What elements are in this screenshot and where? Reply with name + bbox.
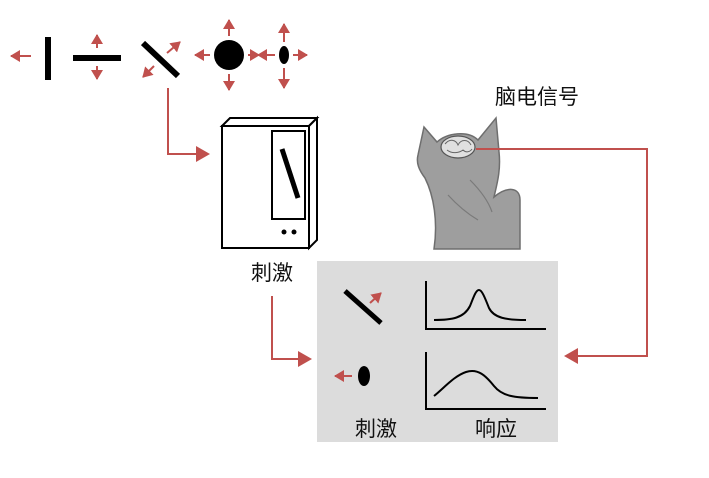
results-panel — [317, 261, 558, 442]
response-curve-broad — [425, 352, 546, 410]
panel-stimulus-label: 刺激 — [355, 417, 397, 441]
cat-silhouette-icon — [416, 116, 521, 250]
stimulus-label: 刺激 — [251, 261, 293, 285]
panel-diagonal-bar-icon — [343, 289, 383, 325]
stimulus-set — [10, 19, 308, 91]
small-oval-icon — [257, 23, 308, 89]
brain-icon — [440, 135, 476, 159]
horizontal-bar-icon — [73, 34, 121, 80]
panel-small-oval-icon — [334, 366, 370, 386]
large-dot-icon — [194, 19, 260, 91]
crt-monitor-icon — [219, 115, 320, 251]
connector-stimulus-to-panel — [271, 296, 312, 367]
connector-brain-to-panel — [476, 148, 648, 364]
diagonal-bar-icon — [140, 40, 181, 79]
brain-signal-label: 脑电信号 — [495, 85, 579, 109]
vertical-bar-icon — [10, 37, 51, 80]
panel-response-label: 响应 — [475, 417, 517, 441]
connector-stimuli-to-monitor — [167, 88, 210, 162]
response-curve-peaked — [425, 281, 546, 330]
